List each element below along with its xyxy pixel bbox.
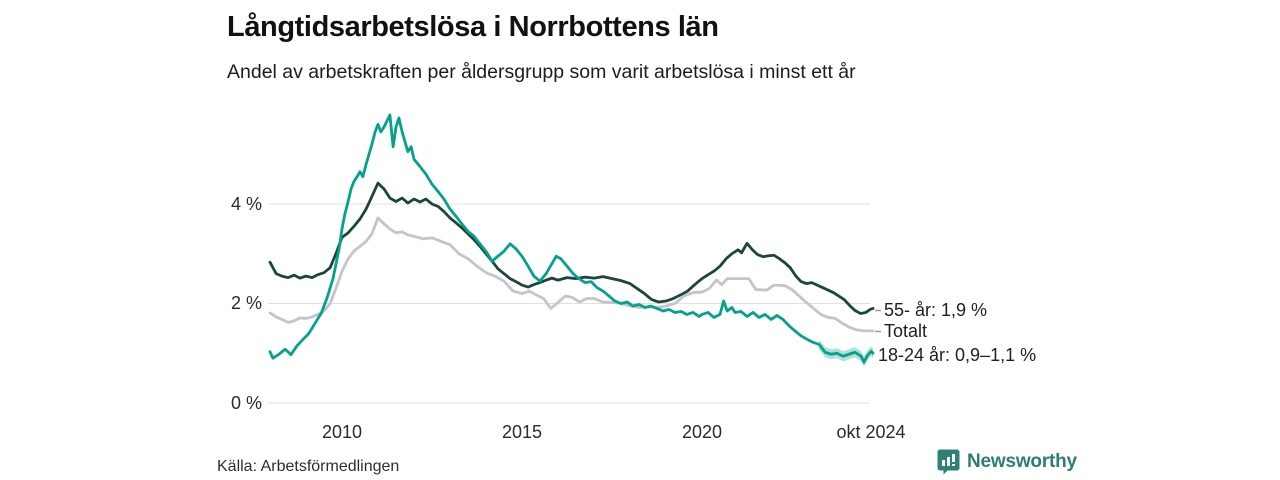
source-note: Källa: Arbetsförmedlingen [217,458,400,475]
newsworthy-logo-text: Newsworthy [967,451,1077,472]
logo-bar-1 [942,460,945,466]
logo-bar-dot [952,464,955,466]
page-subtitle: Andel av arbetskraften per åldersgrupp s… [227,61,856,83]
series-label-totalt: Totalt [884,321,928,341]
chart-plot-area [268,113,875,404]
y-tick-0: 0 % [230,393,262,413]
y-tick-2: 2 % [230,293,262,313]
logo-bar-3 [952,454,955,462]
confidence-band-18-24 år [819,339,873,368]
series-line-18-24 år [268,113,875,364]
series-line-Totalt [268,216,875,333]
y-tick-4: 4 % [230,194,262,214]
x-tick-2010: 2010 [321,422,363,442]
page-title: Långtidsarbetslösa i Norrbottens län [227,11,719,43]
series-label-55: 55- år: 1,9 % [884,300,988,320]
newsworthy-logo-icon [937,449,960,475]
x-tick-2020: 2020 [681,422,723,442]
x-tick-okt2024: okt 2024 [836,422,906,442]
x-tick-2015: 2015 [501,422,543,442]
series-label-18-24: 18-24 år: 0,9–1,1 % [878,345,1037,365]
series-line-55- år [268,181,875,315]
logo-bar-2 [947,457,950,466]
newsworthy-logo: Newsworthy [937,449,1077,475]
